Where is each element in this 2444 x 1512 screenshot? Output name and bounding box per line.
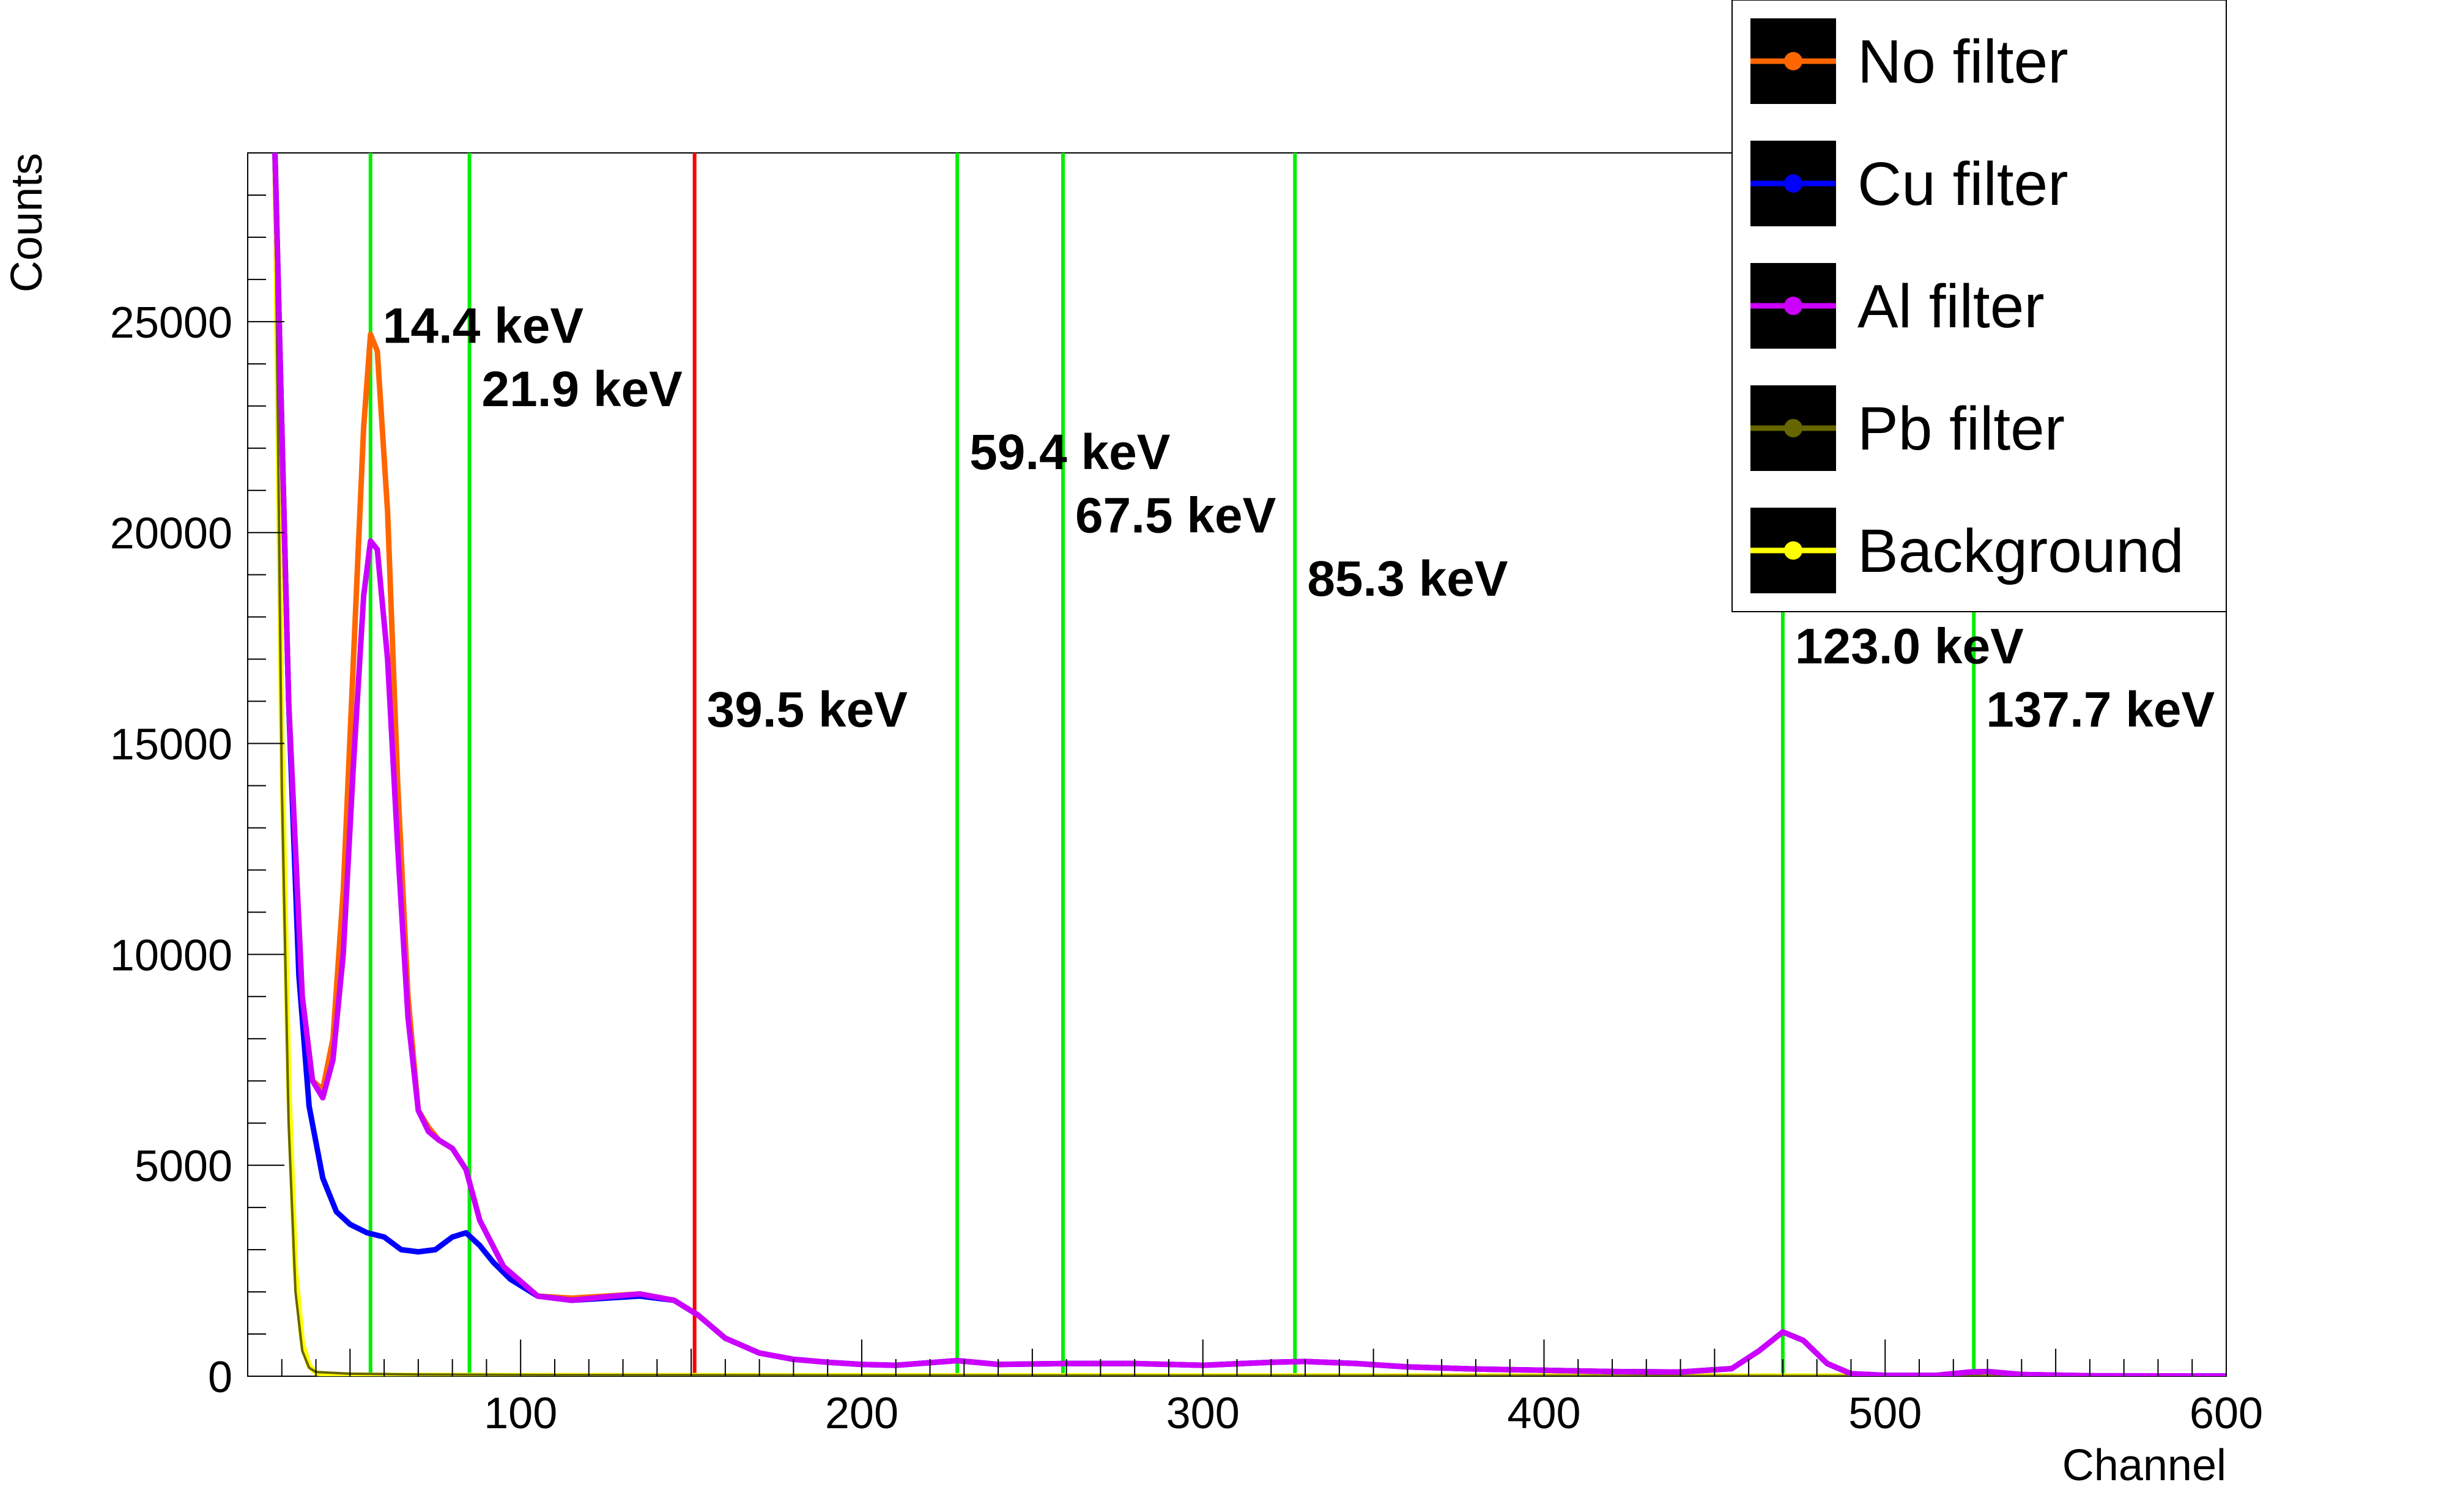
x-tick-label: 100 (484, 1389, 557, 1438)
marker-label: 85.3 keV (1307, 551, 1508, 607)
legend-label: Pb filter (1857, 395, 2065, 463)
legend-marker (1784, 52, 1802, 70)
legend-marker (1784, 419, 1802, 437)
legend: No filter Cu filter Al filter Pb filter Back… (1731, 0, 2227, 612)
y-axis-label: Counts (2, 153, 51, 292)
marker-labels: 14.4 keV 21.9 keV 39.5 keV 59.4 keV 67.5 keV… (383, 298, 2215, 738)
marker-label: 39.5 keV (707, 682, 908, 738)
y-tick-label: 5000 (135, 1142, 232, 1191)
legend-marker (1784, 297, 1802, 315)
series-line-al-filter (272, 153, 2226, 1376)
marker-label: 14.4 keV (383, 298, 584, 354)
x-tick-label: 300 (1166, 1389, 1240, 1438)
marker-label: 137.7 keV (1986, 682, 2215, 738)
legend-label: No filter (1857, 28, 2068, 96)
marker-label: 67.5 keV (1075, 488, 1276, 544)
legend-label: Cu filter (1857, 150, 2068, 218)
axes: 0 5000 10000 15000 20000 25000 100 200 300 400 500… (110, 152, 2263, 1438)
x-axis-label: Channel (2062, 1441, 2226, 1490)
legend-marker (1784, 174, 1802, 193)
y-tick-label: 25000 (110, 298, 232, 347)
y-tick-label: 0 (208, 1353, 232, 1402)
marker-label: 59.4 keV (969, 424, 1171, 480)
y-tick-label: 10000 (110, 931, 232, 980)
y-tick-label: 15000 (110, 721, 232, 769)
x-tick-label: 200 (825, 1389, 898, 1438)
series-line-pb-filter (273, 153, 2226, 1376)
legend-marker (1784, 541, 1802, 560)
marker-label: 123.0 keV (1795, 618, 2024, 674)
marker-label: 21.9 keV (482, 361, 683, 417)
x-tick-label: 600 (2190, 1389, 2263, 1438)
legend-label: Al filter (1857, 272, 2045, 341)
y-tick-label: 20000 (110, 510, 232, 558)
x-tick-label: 500 (1848, 1389, 1922, 1438)
legend-label: Background (1857, 517, 2184, 585)
x-tick-label: 400 (1507, 1389, 1580, 1438)
